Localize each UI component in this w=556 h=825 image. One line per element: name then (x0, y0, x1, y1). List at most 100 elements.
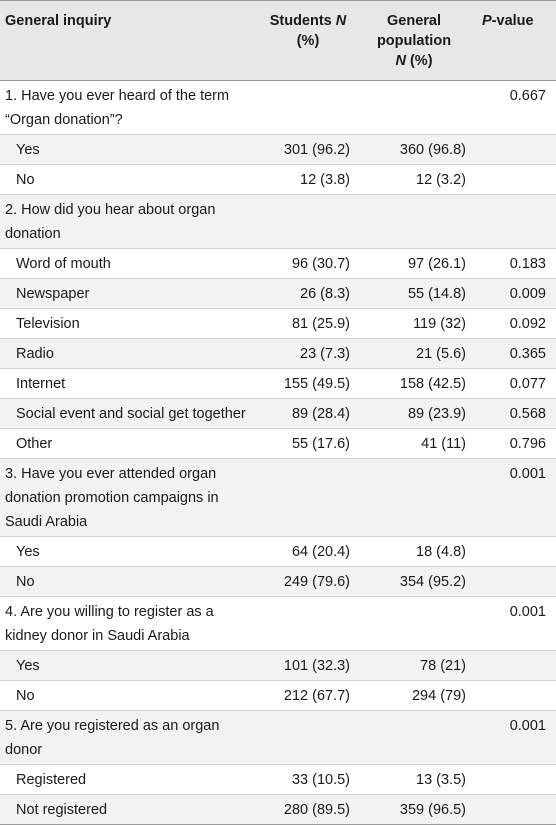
p-value-cell: 0.092 (470, 308, 556, 339)
p-value-cell (470, 536, 556, 567)
header-general-population: General population N (%) (358, 0, 470, 81)
students-value-cell (258, 80, 358, 135)
table-row: Not registered 280 (89.5) 359 (96.5) (0, 794, 556, 825)
general-population-value-cell (358, 194, 470, 249)
p-value-cell (470, 650, 556, 681)
table-row: Yes 101 (32.3) 78 (21) (0, 650, 556, 681)
general-population-value-cell: 294 (79) (358, 680, 470, 711)
table-row: 4. Are you willing to register as a kidn… (0, 596, 556, 651)
p-value-cell: 0.077 (470, 368, 556, 399)
row-label-cell: 4. Are you willing to register as a kidn… (0, 596, 258, 651)
header-general-inquiry: General inquiry (0, 0, 258, 81)
row-label-cell: Television (0, 308, 258, 339)
header-students: Students N (%) (258, 0, 358, 81)
row-label-cell: 5. Are you registered as an organ donor (0, 710, 258, 765)
p-value-cell: 0.001 (470, 596, 556, 651)
row-label-cell: Word of mouth (0, 248, 258, 279)
row-label-cell: Yes (0, 134, 258, 165)
header-p-value: P-value (470, 0, 556, 81)
table-row: Yes 64 (20.4) 18 (4.8) (0, 536, 556, 567)
general-population-value-cell: 89 (23.9) (358, 398, 470, 429)
row-label-cell: Radio (0, 338, 258, 369)
p-value-cell (470, 134, 556, 165)
row-label-cell: Yes (0, 650, 258, 681)
table-row: 5. Are you registered as an organ donor 0… (0, 710, 556, 765)
p-value-cell (470, 566, 556, 597)
general-population-value-cell (358, 596, 470, 651)
row-label-cell: Not registered (0, 794, 258, 825)
p-value-cell: 0.001 (470, 710, 556, 765)
row-label-cell: No (0, 680, 258, 711)
table-row: Registered 33 (10.5) 13 (3.5) (0, 764, 556, 795)
general-population-value-cell: 21 (5.6) (358, 338, 470, 369)
table-row: Other 55 (17.6) 41 (11) 0.796 (0, 428, 556, 459)
general-population-value-cell: 119 (32) (358, 308, 470, 339)
general-population-value-cell: 97 (26.1) (358, 248, 470, 279)
students-value-cell: 26 (8.3) (258, 278, 358, 309)
students-value-cell: 101 (32.3) (258, 650, 358, 681)
students-value-cell: 155 (49.5) (258, 368, 358, 399)
table-row: Newspaper 26 (8.3) 55 (14.8) 0.009 (0, 278, 556, 309)
table-row: 3. Have you ever attended organ donation… (0, 458, 556, 537)
general-population-value-cell: 158 (42.5) (358, 368, 470, 399)
p-value-cell: 0.365 (470, 338, 556, 369)
row-label-cell: Registered (0, 764, 258, 795)
students-value-cell (258, 596, 358, 651)
row-label-cell: 1. Have you ever heard of the term “Orga… (0, 80, 258, 135)
p-value-cell: 0.796 (470, 428, 556, 459)
p-value-cell: 0.568 (470, 398, 556, 429)
p-value-cell (470, 794, 556, 825)
table-row: Word of mouth 96 (30.7) 97 (26.1) 0.183 (0, 248, 556, 279)
students-value-cell: 212 (67.7) (258, 680, 358, 711)
students-value-cell: 249 (79.6) (258, 566, 358, 597)
table-row: No 212 (67.7) 294 (79) (0, 680, 556, 711)
p-value-cell: 0.001 (470, 458, 556, 537)
general-population-value-cell: 359 (96.5) (358, 794, 470, 825)
students-value-cell: 23 (7.3) (258, 338, 358, 369)
general-population-value-cell: 13 (3.5) (358, 764, 470, 795)
general-population-value-cell: 55 (14.8) (358, 278, 470, 309)
table-row: Social event and social get together 89 (… (0, 398, 556, 429)
p-value-cell (470, 164, 556, 195)
students-value-cell: 33 (10.5) (258, 764, 358, 795)
students-value-cell: 301 (96.2) (258, 134, 358, 165)
students-value-cell: 280 (89.5) (258, 794, 358, 825)
table-row: 1. Have you ever heard of the term “Orga… (0, 80, 556, 135)
students-value-cell (258, 710, 358, 765)
table-row: No 12 (3.8) 12 (3.2) (0, 164, 556, 195)
p-value-cell: 0.667 (470, 80, 556, 135)
general-population-value-cell (358, 458, 470, 537)
general-population-value-cell (358, 710, 470, 765)
students-value-cell (258, 458, 358, 537)
students-value-cell: 64 (20.4) (258, 536, 358, 567)
general-population-value-cell: 78 (21) (358, 650, 470, 681)
general-population-value-cell: 18 (4.8) (358, 536, 470, 567)
table-row: Radio 23 (7.3) 21 (5.6) 0.365 (0, 338, 556, 369)
table-row: Yes 301 (96.2) 360 (96.8) (0, 134, 556, 165)
students-value-cell: 12 (3.8) (258, 164, 358, 195)
general-population-value-cell (358, 80, 470, 135)
general-population-value-cell: 354 (95.2) (358, 566, 470, 597)
p-value-cell (470, 194, 556, 249)
students-value-cell (258, 194, 358, 249)
general-population-value-cell: 360 (96.8) (358, 134, 470, 165)
row-label-cell: 2. How did you hear about organ donation (0, 194, 258, 249)
row-label-cell: Other (0, 428, 258, 459)
row-label-cell: Newspaper (0, 278, 258, 309)
p-value-cell (470, 764, 556, 795)
p-value-cell: 0.183 (470, 248, 556, 279)
table-row: Television 81 (25.9) 119 (32) 0.092 (0, 308, 556, 339)
table-row: 2. How did you hear about organ donation (0, 194, 556, 249)
row-label-cell: No (0, 164, 258, 195)
students-value-cell: 96 (30.7) (258, 248, 358, 279)
general-population-value-cell: 12 (3.2) (358, 164, 470, 195)
p-value-cell: 0.009 (470, 278, 556, 309)
row-label-cell: Internet (0, 368, 258, 399)
table-row: Internet 155 (49.5) 158 (42.5) 0.077 (0, 368, 556, 399)
students-value-cell: 81 (25.9) (258, 308, 358, 339)
table-header-row: General inquiry Students N (%) General po… (0, 0, 556, 81)
p-value-cell (470, 680, 556, 711)
row-label-cell: No (0, 566, 258, 597)
